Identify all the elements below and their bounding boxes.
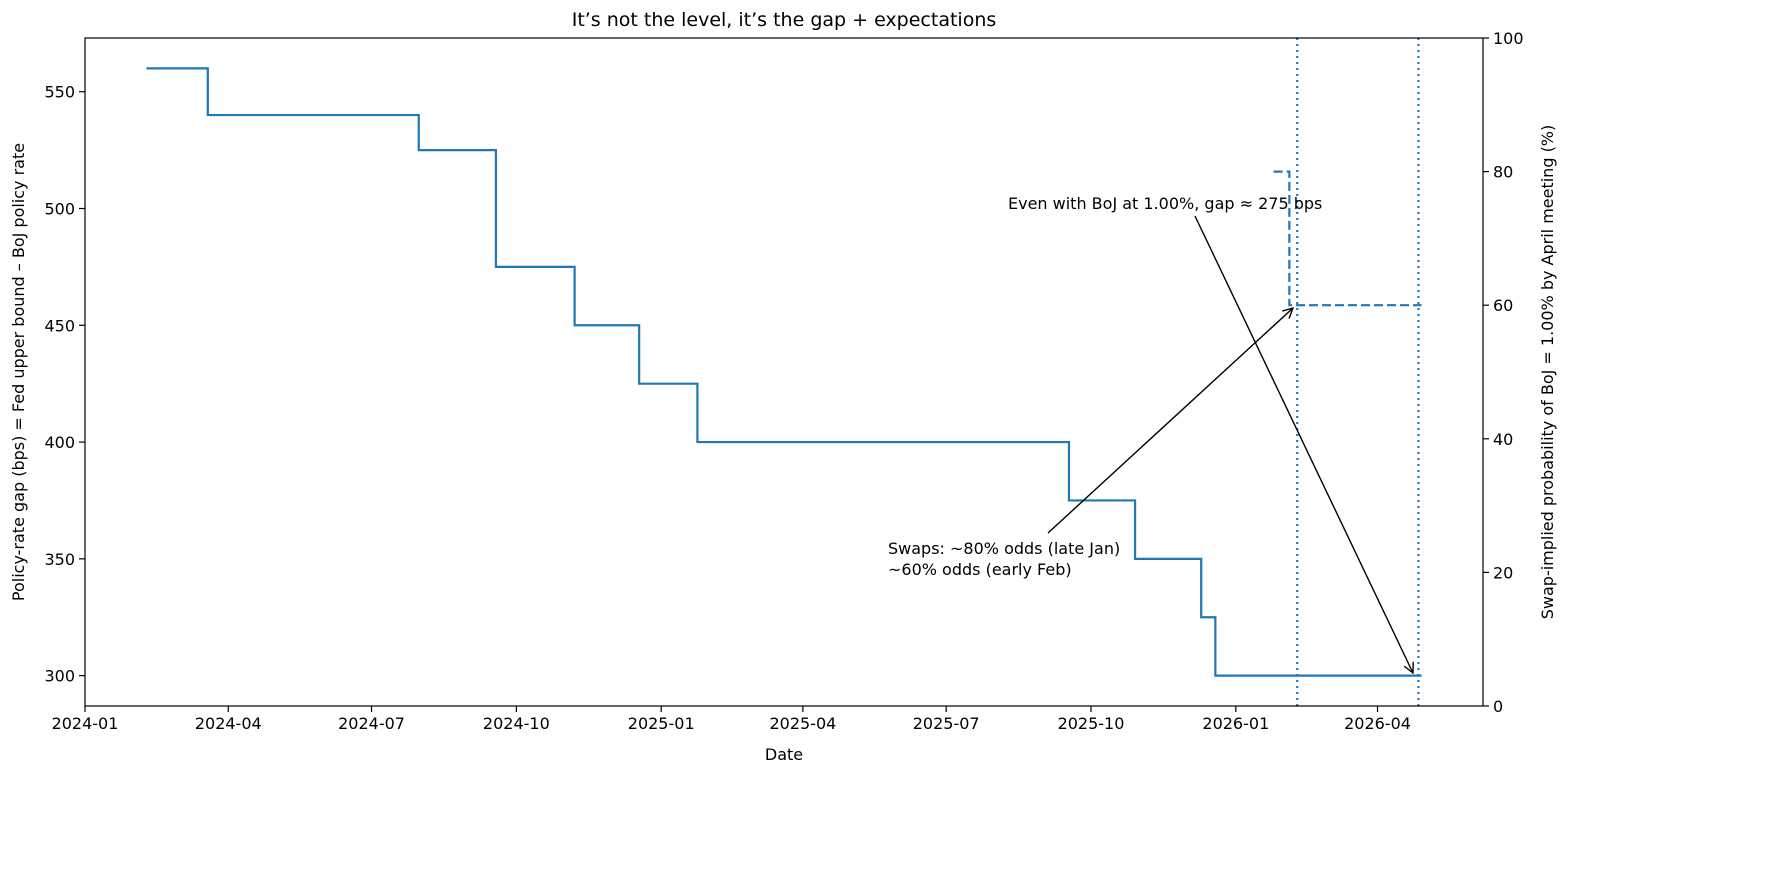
annotation: Swaps: ~80% odds (late Jan) ~60% odds (ea… <box>888 539 1120 579</box>
step-line <box>146 67 1422 677</box>
y2-tick-label: 100 <box>1493 29 1524 48</box>
y-tick-label: 400 <box>44 433 75 452</box>
y-tick-label: 500 <box>44 200 75 219</box>
y2-tick-label: 0 <box>1493 697 1503 716</box>
y2-tick-label: 60 <box>1493 296 1513 315</box>
step-line <box>1273 170 1422 307</box>
annotation: Even with BoJ at 1.00%, gap ≈ 275 bps <box>1008 194 1322 213</box>
y2-axis-label: Swap-implied probability of BoJ = 1.00% … <box>1538 125 1557 620</box>
x-tick-label: 2025-10 <box>1058 714 1125 733</box>
annotation-arrow <box>1194 215 1413 673</box>
x-tick-label: 2025-07 <box>913 714 980 733</box>
annotation-arrow <box>1047 308 1293 534</box>
x-tick-label: 2024-07 <box>338 714 405 733</box>
annotation-line: Even with BoJ at 1.00%, gap ≈ 275 bps <box>1008 194 1322 213</box>
y2-tick-label: 40 <box>1493 430 1513 449</box>
chart-title: It’s not the level, it’s the gap + expec… <box>572 9 997 31</box>
y-tick-label: 450 <box>44 316 75 335</box>
x-tick-label: 2026-01 <box>1202 714 1269 733</box>
y2-tick-label: 20 <box>1493 563 1513 582</box>
y-tick-label: 350 <box>44 550 75 569</box>
x-tick-label: 2024-04 <box>195 714 262 733</box>
y-tick-label: 300 <box>44 667 75 686</box>
annotation-line: Swaps: ~80% odds (late Jan) <box>888 539 1120 558</box>
x-tick-label: 2024-10 <box>483 714 550 733</box>
x-tick-label: 2026-04 <box>1344 714 1411 733</box>
axes-frame <box>84 37 1484 707</box>
annotation-line: ~60% odds (early Feb) <box>888 560 1072 579</box>
x-tick-label: 2025-01 <box>628 714 695 733</box>
x-axis-label: Date <box>765 745 803 764</box>
plot-area: 2024-01 2024-04 2024-07 2024-10 2025-01 2025-… <box>44 29 1523 733</box>
x-tick-label: 2024-01 <box>52 714 119 733</box>
y-tick-label: 550 <box>44 83 75 102</box>
y-axis-label: Policy-rate gap (bps) = Fed upper bound … <box>9 143 28 601</box>
y2-tick-label: 80 <box>1493 163 1513 182</box>
x-tick-label: 2025-04 <box>769 714 836 733</box>
